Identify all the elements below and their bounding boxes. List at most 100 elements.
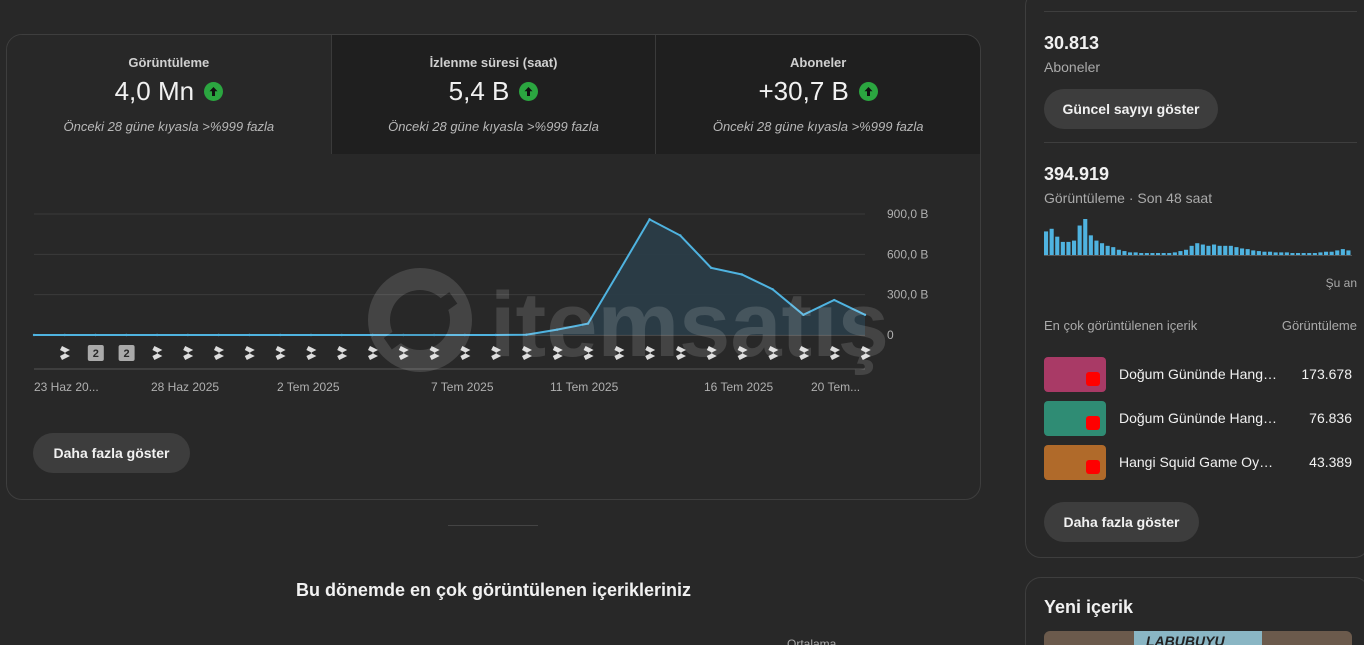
data-point	[648, 218, 651, 221]
mini-bar	[1044, 231, 1049, 255]
subscriber-count: 30.813	[1044, 33, 1100, 53]
top-content-header: En çok görüntülenen içerik	[1044, 318, 1198, 333]
mini-bar	[1105, 245, 1110, 255]
shorts-upload-icon[interactable]	[860, 346, 871, 360]
video-views: 76.836	[1309, 410, 1352, 426]
metric-comparison: Önceki 28 güne kıyasla >%999 fazla	[63, 119, 275, 134]
mini-bar	[1161, 253, 1166, 255]
data-point	[802, 313, 805, 317]
mini-bar	[1150, 253, 1155, 255]
mini-bar	[1324, 251, 1329, 255]
section-divider	[448, 525, 538, 526]
video-title: Hangi Squid Game Oyuncusu Olacaksın?	[1119, 454, 1279, 470]
mini-bar	[1307, 253, 1312, 255]
shorts-upload-icon[interactable]	[368, 346, 378, 360]
mini-bar	[1251, 250, 1256, 255]
mini-bar	[1335, 250, 1340, 255]
x-tick-label: 23 Haz 20...	[34, 380, 99, 394]
shorts-upload-icon[interactable]	[645, 346, 656, 360]
show-live-count-button[interactable]: Güncel sayıyı göster	[1044, 89, 1218, 129]
mini-bar	[1318, 252, 1323, 255]
shorts-upload-icon[interactable]	[768, 346, 779, 360]
new-content-thumbnail[interactable]: LABUBUYU	[1044, 631, 1352, 645]
x-tick-label: 11 Tem 2025	[550, 380, 619, 394]
shorts-upload-icon[interactable]	[337, 346, 348, 360]
data-point	[863, 313, 867, 317]
mini-bar	[1172, 252, 1177, 255]
shorts-upload-icon[interactable]	[583, 346, 594, 360]
shorts-upload-icon[interactable]	[275, 346, 286, 360]
data-point	[279, 333, 282, 337]
data-point	[525, 333, 528, 336]
divider	[1044, 11, 1357, 12]
mini-bar	[1060, 241, 1065, 255]
divider	[1044, 142, 1357, 143]
mini-bar	[1206, 245, 1211, 255]
top-content-row[interactable]: Doğum Gününde Hangi Squid Game Oyuncusu?…	[1044, 400, 1352, 436]
data-point	[740, 273, 744, 276]
metric-tab-views[interactable]: Görüntüleme 4,0 Mn Önceki 28 güne kıyasl…	[7, 35, 331, 154]
mini-bar	[1100, 243, 1105, 255]
shorts-upload-icon[interactable]	[60, 346, 70, 360]
shorts-upload-icon[interactable]	[552, 346, 563, 360]
shorts-upload-icon[interactable]	[398, 346, 409, 360]
shorts-upload-icon[interactable]	[614, 346, 625, 360]
x-tick-label: 20 Tem...	[811, 380, 860, 394]
metric-value: +30,7 B	[758, 76, 849, 106]
video-title: Doğum Gününde Hangi Labubu Çıkacak?	[1119, 366, 1279, 382]
mini-bar	[1049, 228, 1054, 255]
new-content-title: Yeni içerik	[1044, 597, 1134, 617]
data-point	[771, 288, 774, 291]
data-point	[63, 333, 66, 337]
views-chart[interactable]: 900,0 B 600,0 B 300,0 B 0 2 2 23 Haz 20... 28 H…	[7, 154, 980, 434]
shorts-upload-icon[interactable]	[183, 346, 194, 360]
mini-bar	[1066, 241, 1071, 255]
arrow-up-icon	[204, 82, 224, 101]
video-thumbnail	[1044, 356, 1106, 392]
show-more-button[interactable]: Daha fazla göster	[33, 433, 190, 473]
data-point	[556, 328, 559, 331]
data-point	[402, 333, 405, 337]
data-point	[432, 333, 436, 337]
data-point	[309, 333, 313, 337]
metric-tab-watch-time[interactable]: İzlenme süresi (saat) 5,4 B Önceki 28 gü…	[330, 35, 656, 154]
shorts-upload-icon[interactable]	[244, 346, 255, 360]
shorts-upload-icon[interactable]	[676, 346, 686, 360]
mini-bar	[1178, 251, 1183, 255]
top-content-row[interactable]: Hangi Squid Game Oyuncusu Olacaksın? 43.…	[1044, 444, 1352, 480]
metric-tab-subscribers[interactable]: Aboneler +30,7 B Önceki 28 güne kıyasla …	[655, 35, 980, 154]
mini-bar	[1077, 225, 1082, 255]
metric-value: 5,4 B	[448, 76, 510, 106]
y-tick-label: 600,0 B	[887, 247, 928, 261]
mini-bar	[1296, 253, 1301, 255]
upload-count-badge	[87, 345, 104, 361]
shorts-upload-icon[interactable]	[306, 346, 317, 360]
thumbnail-text: LABUBUYU	[1146, 633, 1225, 645]
shorts-upload-icon[interactable]	[214, 346, 224, 360]
shorts-upload-icon[interactable]	[460, 346, 471, 360]
show-more-side-button[interactable]: Daha fazla göster	[1044, 502, 1199, 542]
shorts-upload-icon[interactable]	[522, 346, 532, 360]
shorts-upload-icon[interactable]	[491, 346, 502, 360]
shorts-upload-icon[interactable]	[830, 346, 840, 360]
shorts-upload-icon[interactable]	[799, 346, 810, 360]
mini-bar	[1340, 249, 1345, 255]
shorts-upload-icon[interactable]	[737, 346, 748, 360]
views-48h-bar-chart[interactable]	[1044, 219, 1352, 267]
arrow-up-icon	[858, 82, 878, 101]
shorts-icon	[1086, 415, 1100, 430]
data-point	[617, 270, 620, 274]
subscriber-label: Aboneler	[1044, 59, 1101, 75]
column-header-average: Ortalama	[787, 637, 837, 645]
data-point	[217, 333, 220, 337]
mini-bar	[1301, 253, 1306, 255]
shorts-upload-icon[interactable]	[152, 346, 163, 360]
shorts-upload-icon[interactable]	[429, 346, 440, 360]
data-point	[463, 333, 467, 337]
mini-bar	[1279, 252, 1284, 255]
top-content-row[interactable]: Doğum Gününde Hangi Labubu Çıkacak? 173.…	[1044, 356, 1352, 392]
mini-bar	[1111, 247, 1116, 255]
shorts-upload-icon[interactable]	[706, 346, 717, 360]
data-point	[371, 333, 374, 337]
realtime-panel: 30.813 Aboneler Güncel sayıyı göster 394…	[1025, 0, 1364, 558]
